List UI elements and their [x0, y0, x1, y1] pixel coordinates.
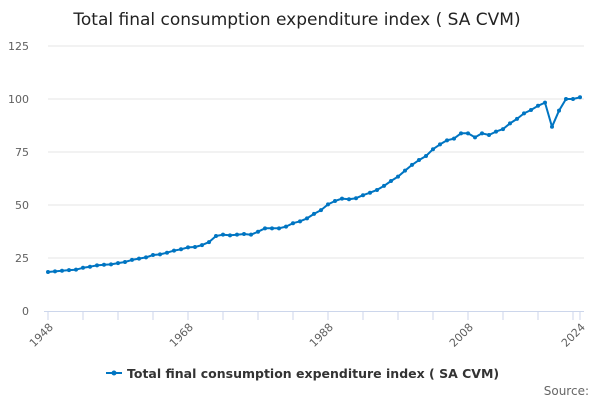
data-point-1977[interactable]: [249, 232, 253, 237]
data-point-2008[interactable]: [466, 131, 470, 136]
data-point-1972[interactable]: [214, 233, 218, 238]
data-point-2002[interactable]: [424, 154, 428, 159]
data-point-2004[interactable]: [438, 142, 442, 147]
data-point-1949[interactable]: [53, 269, 57, 274]
x-tick-label: 1988: [307, 321, 336, 350]
data-point-1958[interactable]: [116, 261, 120, 266]
x-tick-label: 2008: [447, 321, 476, 350]
data-point-2014[interactable]: [508, 121, 512, 126]
source-label: Source:: [544, 384, 589, 398]
legend-marker-icon: [111, 370, 117, 376]
data-point-2005[interactable]: [445, 138, 449, 143]
data-point-1982[interactable]: [284, 224, 288, 229]
data-point-2007[interactable]: [459, 131, 463, 136]
data-point-1987[interactable]: [319, 208, 323, 213]
data-point-1955[interactable]: [95, 263, 99, 268]
data-point-2006[interactable]: [452, 136, 456, 141]
y-tick-label: 0: [22, 305, 29, 318]
data-point-2024[interactable]: [578, 95, 582, 100]
data-point-1965[interactable]: [165, 250, 169, 255]
data-point-1998[interactable]: [396, 174, 400, 179]
data-point-1959[interactable]: [123, 260, 127, 265]
data-point-1966[interactable]: [172, 248, 176, 253]
data-point-1985[interactable]: [305, 216, 309, 221]
data-point-1981[interactable]: [277, 226, 281, 231]
data-point-1963[interactable]: [151, 253, 155, 258]
data-point-1989[interactable]: [333, 198, 337, 203]
y-tick-label: 100: [8, 93, 29, 106]
data-point-1975[interactable]: [235, 232, 239, 237]
data-point-2016[interactable]: [522, 111, 526, 116]
data-point-1952[interactable]: [74, 267, 78, 272]
data-point-1996[interactable]: [382, 183, 386, 188]
data-point-1993[interactable]: [361, 193, 365, 198]
data-point-1984[interactable]: [298, 219, 302, 224]
data-point-2015[interactable]: [515, 116, 519, 121]
data-point-1961[interactable]: [137, 256, 141, 261]
data-point-1951[interactable]: [67, 268, 71, 273]
data-point-1988[interactable]: [326, 202, 330, 207]
data-point-2011[interactable]: [487, 133, 491, 138]
data-point-2009[interactable]: [473, 135, 477, 140]
data-point-1967[interactable]: [179, 247, 183, 252]
data-point-2000[interactable]: [410, 162, 414, 167]
data-point-2003[interactable]: [431, 147, 435, 152]
x-tick-label: 1948: [27, 321, 56, 350]
data-point-1950[interactable]: [60, 268, 64, 273]
data-point-1992[interactable]: [354, 196, 358, 201]
legend-label[interactable]: Total final consumption expenditure inde…: [127, 366, 499, 381]
data-point-1999[interactable]: [403, 168, 407, 173]
chart-title: Total final consumption expenditure inde…: [72, 10, 520, 30]
data-point-2019[interactable]: [543, 100, 547, 105]
data-point-1957[interactable]: [109, 262, 113, 267]
data-point-1991[interactable]: [347, 197, 351, 202]
x-tick-label: 1968: [167, 321, 196, 350]
x-axis: 1948 1968 1988 2008 2024: [27, 311, 588, 350]
data-point-1954[interactable]: [88, 264, 92, 269]
y-tick-label: 75: [15, 146, 29, 159]
data-point-1997[interactable]: [389, 179, 393, 184]
data-point-2018[interactable]: [536, 103, 540, 108]
data-point-1964[interactable]: [158, 252, 162, 257]
x-tick-label: 2024: [559, 321, 588, 350]
data-point-1994[interactable]: [368, 190, 372, 195]
data-point-1973[interactable]: [221, 232, 225, 237]
data-point-1976[interactable]: [242, 232, 246, 237]
y-tick-label: 50: [15, 199, 29, 212]
data-point-2013[interactable]: [501, 127, 505, 132]
y-tick-label: 25: [15, 252, 29, 265]
data-point-1970[interactable]: [200, 243, 204, 248]
data-point-1960[interactable]: [130, 257, 134, 262]
data-point-1956[interactable]: [102, 262, 106, 267]
data-point-2012[interactable]: [494, 129, 498, 134]
data-point-1948[interactable]: [46, 269, 50, 274]
data-point-2001[interactable]: [417, 158, 421, 163]
data-point-2021[interactable]: [557, 108, 561, 113]
data-point-1978[interactable]: [256, 229, 260, 234]
data-point-1974[interactable]: [228, 233, 232, 238]
gridlines: [48, 45, 584, 259]
data-point-1979[interactable]: [263, 226, 267, 231]
data-point-1983[interactable]: [291, 221, 295, 226]
series-line-group: [46, 95, 582, 274]
data-point-2010[interactable]: [480, 131, 484, 136]
data-point-2020[interactable]: [550, 124, 554, 129]
data-point-1971[interactable]: [207, 240, 211, 245]
data-point-1986[interactable]: [312, 211, 316, 216]
series-line: [47, 96, 581, 273]
legend[interactable]: Total final consumption expenditure inde…: [106, 366, 499, 381]
data-point-1962[interactable]: [144, 255, 148, 260]
data-point-1968[interactable]: [186, 245, 190, 250]
data-point-1953[interactable]: [81, 265, 85, 270]
data-point-1995[interactable]: [375, 187, 379, 192]
data-point-2017[interactable]: [529, 108, 533, 113]
data-point-1990[interactable]: [340, 196, 344, 201]
data-point-1980[interactable]: [270, 226, 274, 231]
data-point-2023[interactable]: [571, 97, 575, 101]
data-point-1969[interactable]: [193, 244, 197, 249]
y-axis: 0 25 50 75 100 125: [8, 40, 29, 318]
data-point-2022[interactable]: [564, 97, 568, 101]
y-tick-label: 125: [8, 40, 29, 53]
